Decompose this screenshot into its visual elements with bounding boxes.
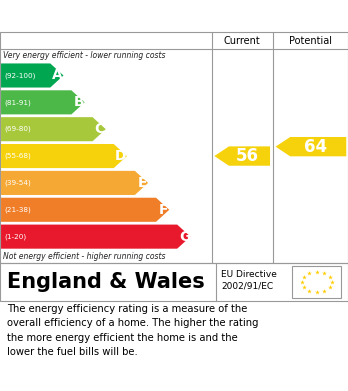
Text: The energy efficiency rating is a measure of the
overall efficiency of a home. T: The energy efficiency rating is a measur… bbox=[7, 304, 259, 357]
Text: G: G bbox=[179, 230, 190, 244]
Polygon shape bbox=[1, 171, 148, 195]
Polygon shape bbox=[214, 146, 270, 166]
Text: Current: Current bbox=[224, 36, 261, 46]
Text: C: C bbox=[95, 122, 105, 136]
Text: 64: 64 bbox=[304, 138, 327, 156]
Text: F: F bbox=[159, 203, 168, 217]
Polygon shape bbox=[1, 63, 63, 88]
Text: (69-80): (69-80) bbox=[4, 126, 31, 133]
Text: Very energy efficient - lower running costs: Very energy efficient - lower running co… bbox=[3, 51, 165, 60]
Text: EU Directive
2002/91/EC: EU Directive 2002/91/EC bbox=[221, 270, 277, 291]
Polygon shape bbox=[1, 144, 127, 168]
Bar bbox=[292, 266, 341, 298]
Text: (81-91): (81-91) bbox=[4, 99, 31, 106]
Text: Energy Efficiency Rating: Energy Efficiency Rating bbox=[9, 9, 230, 23]
Text: E: E bbox=[137, 176, 147, 190]
Polygon shape bbox=[1, 198, 169, 222]
Polygon shape bbox=[1, 90, 85, 115]
Text: England & Wales: England & Wales bbox=[7, 272, 205, 292]
Text: B: B bbox=[73, 95, 84, 109]
Polygon shape bbox=[1, 117, 106, 141]
Text: (39-54): (39-54) bbox=[4, 180, 31, 186]
Text: (92-100): (92-100) bbox=[4, 72, 35, 79]
Text: (21-38): (21-38) bbox=[4, 206, 31, 213]
Text: (55-68): (55-68) bbox=[4, 153, 31, 159]
Text: (1-20): (1-20) bbox=[4, 233, 26, 240]
Text: 56: 56 bbox=[236, 147, 259, 165]
Text: Potential: Potential bbox=[289, 36, 332, 46]
Polygon shape bbox=[276, 137, 346, 156]
Polygon shape bbox=[1, 224, 190, 249]
Text: A: A bbox=[52, 68, 63, 83]
Text: Not energy efficient - higher running costs: Not energy efficient - higher running co… bbox=[3, 252, 165, 261]
Text: D: D bbox=[115, 149, 127, 163]
